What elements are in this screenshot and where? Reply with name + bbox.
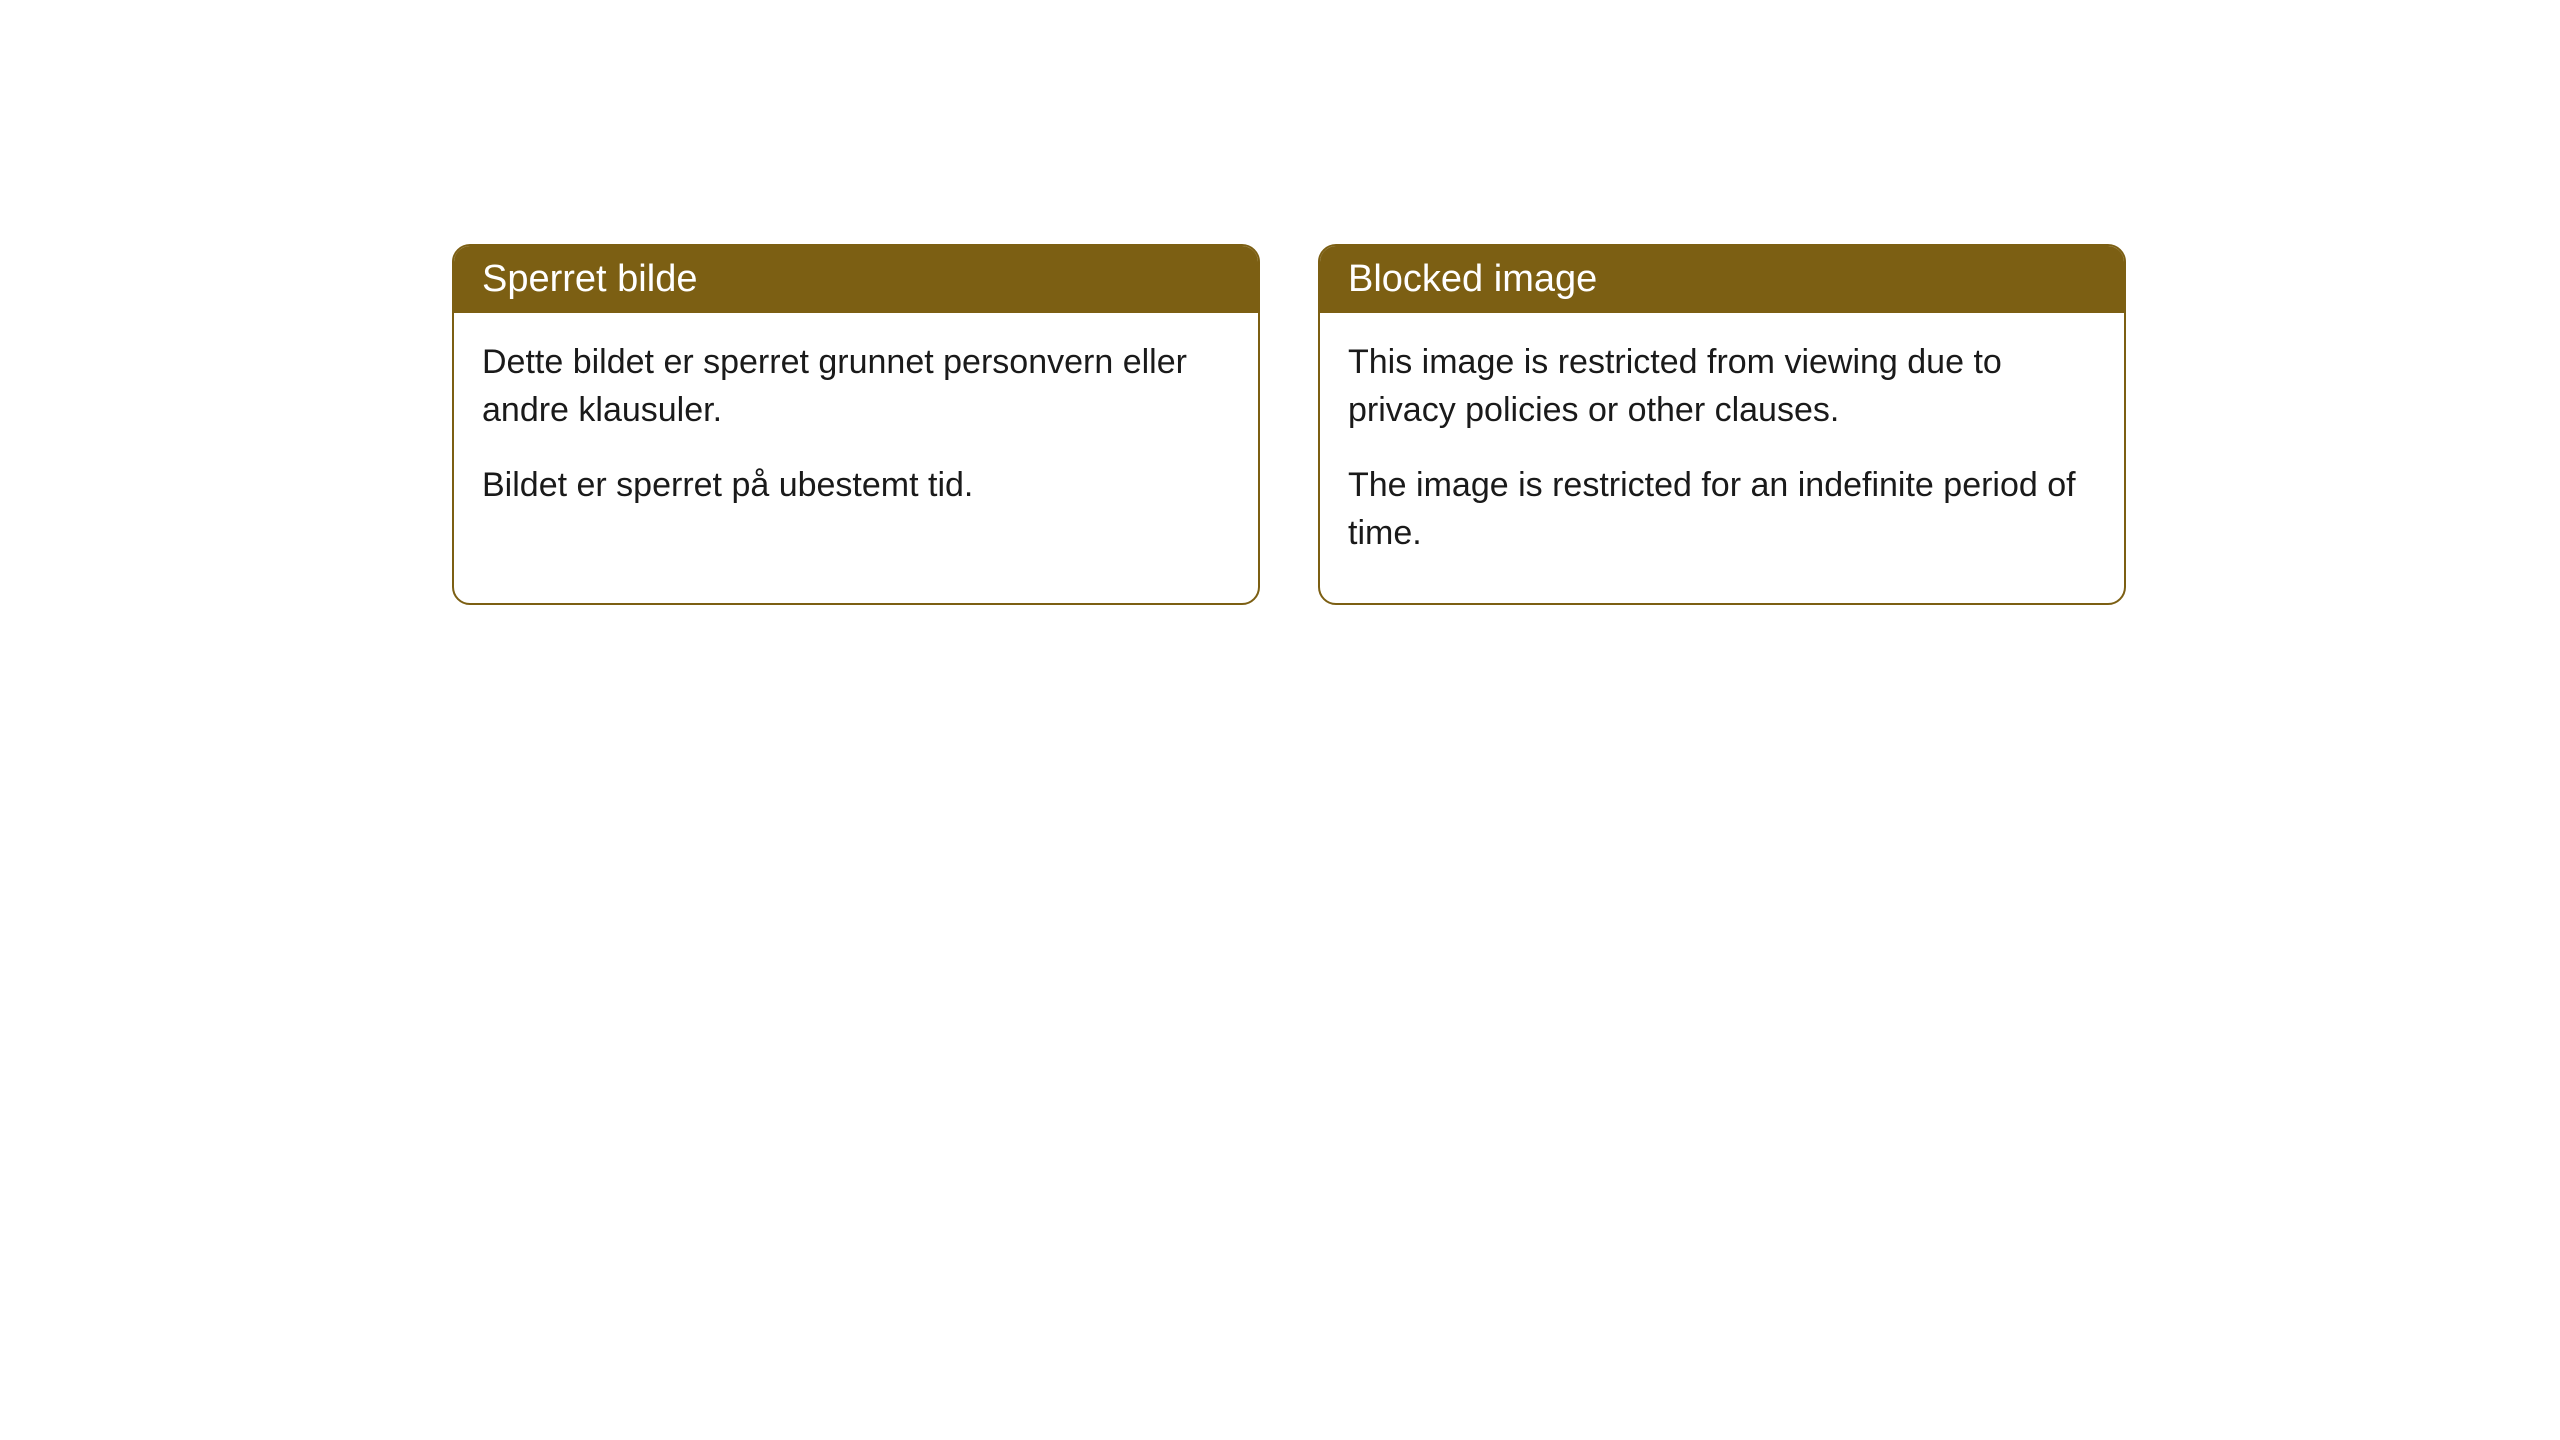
card-header: Blocked image	[1320, 246, 2124, 313]
card-body: Dette bildet er sperret grunnet personve…	[454, 313, 1258, 556]
card-title: Blocked image	[1348, 258, 1597, 300]
card-paragraph: Bildet er sperret på ubestemt tid.	[482, 462, 1230, 510]
card-paragraph: Dette bildet er sperret grunnet personve…	[482, 339, 1230, 434]
notice-card-norwegian: Sperret bilde Dette bildet er sperret gr…	[452, 244, 1260, 605]
card-header: Sperret bilde	[454, 246, 1258, 313]
card-title: Sperret bilde	[482, 258, 697, 300]
card-paragraph: The image is restricted for an indefinit…	[1348, 462, 2096, 557]
card-paragraph: This image is restricted from viewing du…	[1348, 339, 2096, 434]
notice-card-english: Blocked image This image is restricted f…	[1318, 244, 2126, 605]
card-body: This image is restricted from viewing du…	[1320, 313, 2124, 603]
notice-cards-container: Sperret bilde Dette bildet er sperret gr…	[452, 244, 2560, 605]
